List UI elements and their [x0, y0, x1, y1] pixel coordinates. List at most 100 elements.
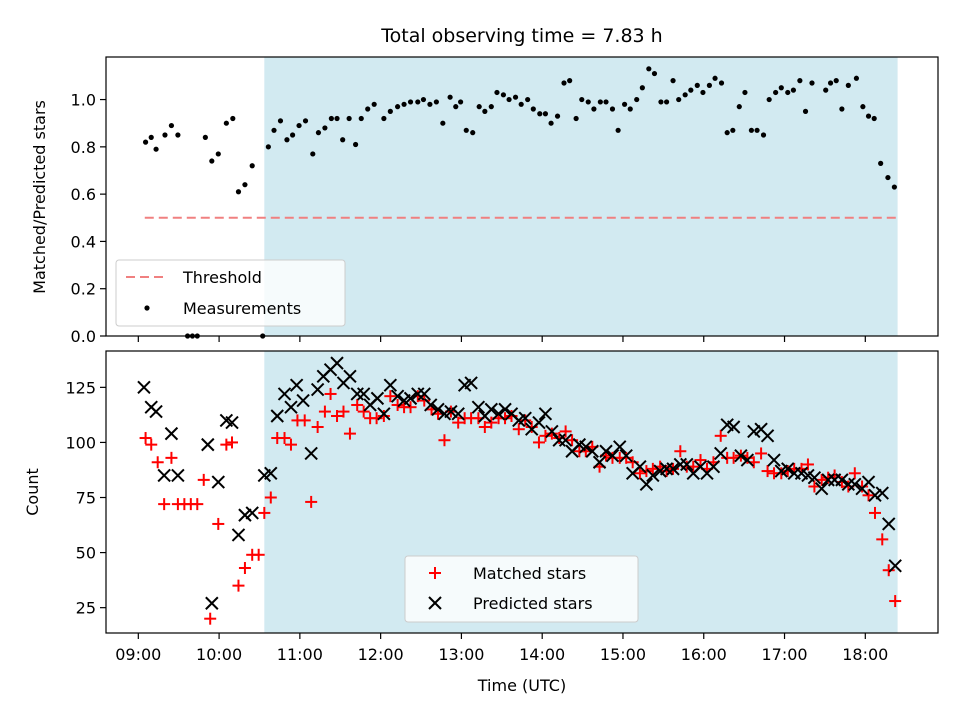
- predicted-stars-point: [848, 477, 862, 491]
- measurements-point: [694, 82, 700, 88]
- predicted-stars-point: [444, 404, 458, 419]
- matched-stars-point: [343, 427, 356, 440]
- predicted-stars-point: [310, 382, 325, 397]
- matched-stars-point: [226, 436, 239, 449]
- measurements-point: [162, 132, 168, 138]
- matched-stars-point: [775, 467, 788, 480]
- measurements-point: [202, 134, 208, 140]
- bottom-panel-x-ticks: 09:00 10:00 11:00 12:00 13:00 14:00 15:00 16:00…: [115, 633, 888, 664]
- x-tick-label: 12:00: [358, 645, 404, 664]
- measurements-point: [621, 101, 628, 107]
- predicted-stars-point: [403, 391, 418, 406]
- x-axis-title: Time (UTC): [477, 676, 566, 695]
- matched-stars-point: [519, 414, 532, 427]
- top-panel: 0.0 0.2 0.4 0.6 0.8 1.0 Matched/Predicted sta…: [30, 56, 939, 346]
- measurements-point: [447, 94, 453, 100]
- predicted-stars-point: [714, 446, 728, 461]
- measurements-point: [860, 104, 866, 110]
- y-tick-label: 0.2: [71, 280, 96, 299]
- measurements-point: [748, 127, 755, 133]
- measurements-point: [322, 125, 328, 131]
- predicted-stars-point: [659, 462, 674, 476]
- top-panel-y-ticks: 0.0 0.2 0.4 0.6 0.8 1.0: [71, 91, 106, 346]
- predicted-stars-point: [532, 415, 546, 430]
- predicted-stars-point: [231, 528, 246, 542]
- matched-stars-point: [478, 421, 491, 434]
- bottom-panel-y-ticks: 25 50 75 100 125: [65, 378, 106, 618]
- bottom-panel-legend: Matched stars Predicted stars: [404, 555, 639, 623]
- predicted-stars-point: [164, 426, 179, 441]
- measurements-point: [277, 118, 284, 124]
- measurements-point: [609, 106, 616, 112]
- predicted-stars-point: [149, 404, 163, 419]
- measurements-point: [542, 111, 549, 117]
- predicted-stars-point: [238, 508, 252, 522]
- matched-stars-point: [197, 473, 210, 486]
- matched-stars-point: [337, 405, 350, 418]
- measurements-point: [296, 122, 302, 129]
- predicted-stars-point: [666, 462, 680, 476]
- matched-stars-point: [232, 579, 245, 592]
- matched-stars-point: [357, 405, 370, 418]
- measurements-point: [334, 115, 340, 122]
- matched-stars-point: [559, 425, 572, 438]
- matched-stars-point: [438, 434, 451, 447]
- top-panel-frame: [105, 56, 939, 337]
- predicted-stars-point: [680, 457, 694, 472]
- measurements-point: [797, 78, 803, 84]
- legend-frame: [404, 555, 639, 623]
- measurements-point: [561, 80, 567, 86]
- matched-stars-point: [418, 394, 431, 407]
- measurements-point: [265, 144, 271, 150]
- y-tick-label: 0.8: [71, 138, 96, 157]
- predicted-stars-point: [411, 387, 425, 401]
- measurements-point: [289, 132, 296, 138]
- top-panel-shaded-region: [264, 57, 898, 336]
- measurements-point: [573, 115, 579, 122]
- measurements-point: [249, 163, 255, 169]
- predicted-stars-point: [171, 468, 185, 483]
- measurements-point: [736, 104, 742, 110]
- matched-stars-point: [714, 429, 727, 442]
- matched-stars-point: [151, 456, 164, 469]
- measurements-point: [537, 111, 543, 117]
- measurements-point: [346, 115, 352, 122]
- matched-stars-legend-label: Matched stars: [473, 564, 586, 583]
- predicted-stars-point: [211, 475, 225, 489]
- measurements-point: [554, 113, 561, 119]
- predicted-stars-point: [734, 448, 748, 463]
- measurements-point: [440, 120, 446, 126]
- matched-stars-point: [158, 498, 171, 511]
- measurements-point: [223, 120, 229, 126]
- measurements-point: [302, 118, 309, 124]
- matched-stars-point: [694, 454, 707, 467]
- matched-stars-point: [220, 438, 233, 451]
- measurements-point: [646, 66, 652, 72]
- matched-stars-point: [284, 438, 297, 451]
- predicted-stars-point: [760, 429, 775, 443]
- predicted-stars-point: [747, 424, 761, 439]
- predicted-stars-point: [814, 481, 829, 496]
- predicted-stars-point: [350, 387, 364, 401]
- measurements-point: [718, 80, 725, 86]
- measurements-point: [340, 137, 346, 143]
- measurements-point: [766, 96, 772, 103]
- measurements-point: [453, 104, 459, 110]
- measurements-point: [518, 101, 524, 107]
- measurements-point: [682, 92, 688, 98]
- matched-stars-point: [848, 467, 861, 480]
- measurements-point: [395, 104, 401, 110]
- measurements-point: [420, 96, 427, 103]
- predicted-stars-legend-swatch: [428, 596, 442, 610]
- predicted-stars-series: [137, 356, 902, 610]
- matched-stars-point: [485, 416, 498, 429]
- predicted-stars-point: [558, 433, 573, 447]
- measurements-point: [567, 78, 573, 84]
- measurements-point: [878, 160, 884, 166]
- y-tick-label: 0.0: [71, 327, 96, 346]
- matched-stars-point: [238, 562, 251, 575]
- measurements-point: [358, 115, 364, 122]
- measurements-point: [658, 99, 664, 105]
- measurements-point: [142, 139, 149, 145]
- matched-stars-point: [351, 398, 364, 411]
